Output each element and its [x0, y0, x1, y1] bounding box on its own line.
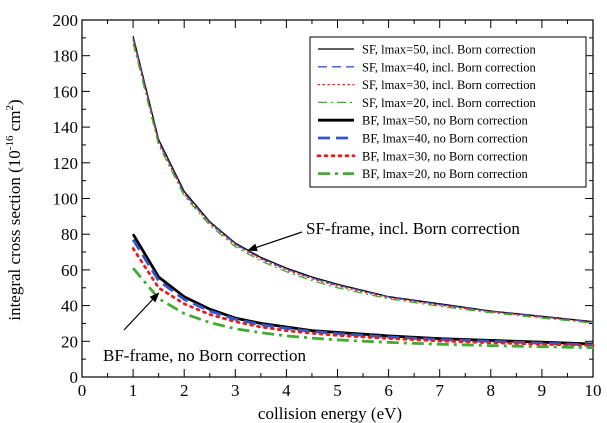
legend-entry-7: BF, lmax=30, no Born correction — [362, 149, 528, 163]
y-tick-label: 60 — [61, 261, 78, 280]
y-tick-label: 120 — [53, 154, 79, 173]
y-tick-label: 200 — [53, 11, 79, 30]
series-group — [131, 35, 595, 350]
y-tick-label: 0 — [70, 368, 79, 387]
y-tick-label: 80 — [61, 225, 78, 244]
annotation-arrow-sf — [247, 231, 303, 252]
annotations: SF-frame, incl. Born correction BF-frame,… — [103, 219, 520, 365]
x-tick-label: 0 — [78, 381, 87, 400]
series-line-4 — [132, 43, 594, 324]
series-line-2 — [132, 37, 594, 323]
x-tick-label: 5 — [333, 381, 342, 400]
legend: SF, lmax=50, incl. Born correction SF, lm… — [309, 36, 587, 188]
legend-box — [309, 36, 587, 188]
y-tick-label: 20 — [61, 332, 78, 351]
x-tick-label: 2 — [180, 381, 189, 400]
annotation-bf-frame: BF-frame, no Born correction — [103, 346, 306, 365]
y-axis-label-exponent: -16 — [4, 135, 16, 150]
y-axis-label: integral cross section (10-16 cm2) — [4, 99, 24, 320]
legend-entry-4: SF, lmax=20, incl. Born correction — [362, 96, 536, 110]
x-tick-label: 6 — [384, 381, 393, 400]
y-tick-label: 40 — [61, 297, 78, 316]
series-line-5 — [131, 233, 594, 346]
x-tick-label: 7 — [435, 381, 444, 400]
x-tick-label: 1 — [129, 381, 138, 400]
x-tick-label: 8 — [487, 381, 496, 400]
legend-entry-8: BF, lmax=20, no Born correction — [362, 167, 528, 181]
series-line-3 — [132, 38, 594, 324]
y-axis-label-unit-exponent: 2 — [4, 105, 16, 111]
y-tick-label: 160 — [53, 82, 79, 101]
series-line-7 — [131, 247, 595, 348]
x-tick-label: 4 — [282, 381, 291, 400]
y-tick-label: 140 — [53, 118, 79, 137]
x-axis-label: collision energy (eV) — [258, 404, 402, 423]
legend-entry-1: SF, lmax=50, incl. Born correction — [362, 43, 536, 57]
y-axis-label-prefix: integral cross section (10 — [5, 150, 24, 320]
x-tick-label: 9 — [538, 381, 547, 400]
legend-entry-6: BF, lmax=40, no Born correction — [362, 132, 528, 146]
x-tick-label: 3 — [231, 381, 240, 400]
legend-entry-3: SF, lmax=30, incl. Born correction — [362, 78, 536, 92]
annotation-sf-frame: SF-frame, incl. Born correction — [306, 219, 520, 238]
y-tick-label: 180 — [53, 47, 79, 66]
legend-entry-5: BF, lmax=50, no Born correction — [362, 114, 528, 128]
y-tick-label: 100 — [53, 190, 79, 209]
series-line-6 — [131, 238, 594, 347]
annotation-arrow-bf — [123, 292, 160, 331]
legend-entry-2: SF, lmax=40, incl. Born correction — [362, 60, 536, 74]
x-tick-label: 10 — [585, 381, 602, 400]
y-axis-label-suffix: ) — [5, 99, 24, 105]
y-axis-label-unit: cm — [5, 111, 24, 136]
